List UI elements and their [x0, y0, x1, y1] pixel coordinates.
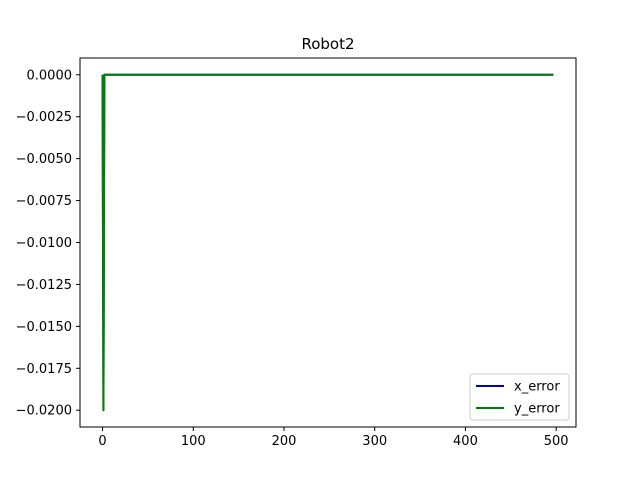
legend-label-x_error: x_error [514, 380, 560, 395]
legend-label-y_error: y_error [514, 402, 560, 417]
x-tick-label: 400 [453, 434, 478, 449]
y-tick-label: −0.0050 [16, 152, 72, 167]
y-tick-label: −0.0175 [16, 362, 72, 377]
x-tick-label: 100 [181, 434, 206, 449]
y-tick-label: −0.0150 [16, 320, 72, 335]
y-tick-label: −0.0200 [16, 404, 72, 419]
x-tick-label: 300 [362, 434, 387, 449]
axes: 0 100 200 300 400 500 0.0000 −0.0025 −0.0050 −0.0… [16, 57, 577, 449]
y-tick-label: −0.0025 [16, 110, 72, 125]
x-tick-label: 0 [98, 434, 106, 449]
x-tick-label: 500 [544, 434, 569, 449]
y-tick-label: −0.0125 [16, 278, 72, 293]
y-tick-label: −0.0100 [16, 236, 72, 251]
y-tick-label: −0.0075 [16, 194, 72, 209]
plot-area [101, 73, 554, 412]
series-line-y_error [101, 73, 554, 412]
legend: x_error y_error [469, 373, 570, 421]
chart-title: Robot2 [301, 35, 354, 53]
x-tick-label: 200 [272, 434, 297, 449]
y-tick-label: 0.0000 [27, 68, 73, 83]
